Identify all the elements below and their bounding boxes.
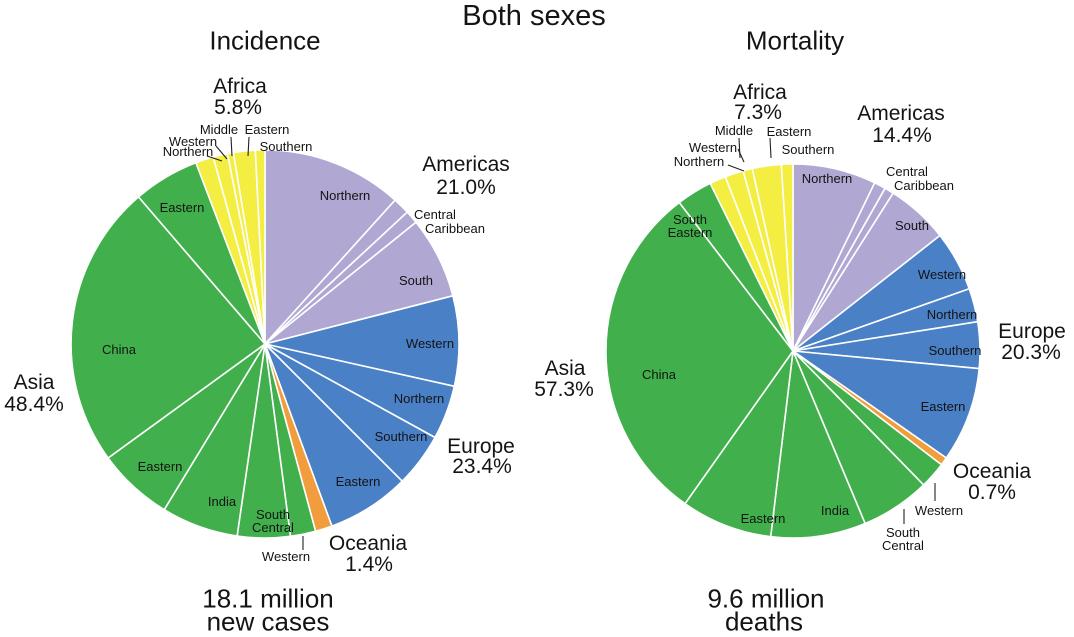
mortality-caption-line2: deaths [724,606,804,637]
mortality-slice-label-africa-eastern: Eastern [766,124,812,140]
pie-mortality [605,163,981,539]
mortality-slice-label-europe-western: Western [917,267,967,283]
mortality-region-africa-name: Africa [733,80,787,104]
mortality-slice-label-asia-china: China [642,367,676,383]
mortality-slice-label-americas-south: South [895,218,929,234]
mortality-slice-label-americas-caribbean: Caribbean [894,178,954,194]
leader-lines [206,136,936,550]
mortality-slice-label-africa-southern: Southern [781,142,835,158]
mortality-slice-label-europe-eastern: Eastern [920,399,966,415]
mortality-region-asia-percent: 57.3% [534,377,594,401]
incidence-slice-label-asia-eastern-lower: Eastern [137,459,183,475]
leader-line [769,137,772,159]
mortality-region-africa-percent: 7.3% [734,100,782,124]
mortality-slice-label-asia-south-central: South Central [882,525,924,553]
mortality-slice-label-americas-central: Central [886,164,928,180]
mortality-region-europe-name: Europe [998,319,1066,343]
incidence-slice-label-europe-western: Western [405,336,455,352]
incidence-region-asia-name: Asia [13,370,55,394]
mortality-slice-label-europe-southern: Southern [928,343,982,359]
incidence-region-africa-percent: 5.8% [214,95,262,119]
mortality-caption-line1: 9.6 million [707,583,825,614]
incidence-slice-label-africa-northern: Northern [162,144,214,160]
incidence-slice-label-europe-southern: Southern [374,429,428,445]
pie-slice-africa-southern [780,163,794,352]
mortality-chart-title: Mortality [745,25,845,56]
mortality-slice-label-americas-northern: Northern [801,171,853,187]
mortality-slice-label-asia-western: Western [914,503,964,519]
pie-slice-asia-china [70,196,266,459]
incidence-slice-label-africa-eastern: Eastern [244,122,290,138]
incidence-region-oceania-name: Oceania [328,531,408,555]
mortality-slice-label-asia-south-eastern: South Eastern [667,212,713,240]
pie-slice-asia-china [605,201,794,505]
mortality-slice-label-asia-eastern: Eastern [740,511,786,527]
incidence-slice-label-europe-northern: Northern [393,391,445,407]
incidence-region-asia-percent: 48.4% [4,392,64,416]
mortality-slice-label-asia-india: India [820,503,850,519]
pie-slice-asia-india [769,350,866,539]
incidence-slice-label-americas-central: Central [414,207,456,223]
incidence-slice-label-asia-india: India [207,494,237,510]
incidence-slice-label-asia-eastern-upper: Eastern [159,200,205,216]
mortality-region-oceania-percent: 0.7% [968,480,1016,504]
leader-line [247,136,250,157]
mortality-region-oceania-name: Oceania [952,459,1032,483]
incidence-region-americas-percent: 21.0% [436,175,496,199]
incidence-caption-line1: 18.1 million [202,583,334,614]
incidence-slice-label-americas-northern: Northern [319,188,371,204]
incidence-region-oceania-percent: 1.4% [345,552,393,576]
incidence-slice-label-africa-middle: Middle [199,122,239,138]
leader-line [230,136,233,157]
pie-slice-americas-northern [264,149,396,345]
incidence-slice-label-asia-china: China [102,342,136,358]
pie-incidence [70,149,460,539]
figure-title: Both sexes [462,0,606,32]
pie-slice-asia-eastern [684,350,794,538]
mortality-slice-label-africa-western: Western [688,140,738,156]
incidence-slice-label-africa-southern: Southern [259,139,313,155]
leader-line [206,155,223,162]
leader-line [737,148,745,163]
incidence-slice-label-asia-south-central: South Central [252,507,294,535]
mortality-slice-label-africa-northern: Northern [673,154,725,170]
leader-line [727,164,745,172]
incidence-slice-label-africa-western: Western [168,134,218,150]
incidence-chart-title: Incidence [209,25,321,56]
incidence-region-europe-name: Europe [447,434,515,458]
pie-slice-africa-southern [254,149,266,345]
leader-line [738,137,741,159]
leader-line [215,145,228,160]
incidence-region-europe-percent: 23.4% [452,454,512,478]
mortality-region-asia-name: Asia [544,356,586,380]
incidence-caption-line2: new cases [206,606,330,637]
incidence-region-africa-name: Africa [213,74,267,98]
incidence-slice-label-asia-western: Western [261,549,311,565]
mortality-slice-label-europe-northern: Northern [926,307,978,323]
incidence-region-americas-name: Americas [422,152,510,176]
mortality-region-europe-percent: 20.3% [1001,340,1061,364]
incidence-slice-label-americas-caribbean: Caribbean [425,221,485,237]
incidence-slice-label-americas-south: South [399,273,433,289]
mortality-slice-label-africa-middle: Middle [714,123,754,139]
pie-slice-europe-eastern [792,350,980,459]
mortality-region-americas-name: Americas [857,101,945,125]
incidence-slice-label-europe-eastern: Eastern [335,474,381,490]
mortality-region-americas-percent: 14.4% [872,123,932,147]
